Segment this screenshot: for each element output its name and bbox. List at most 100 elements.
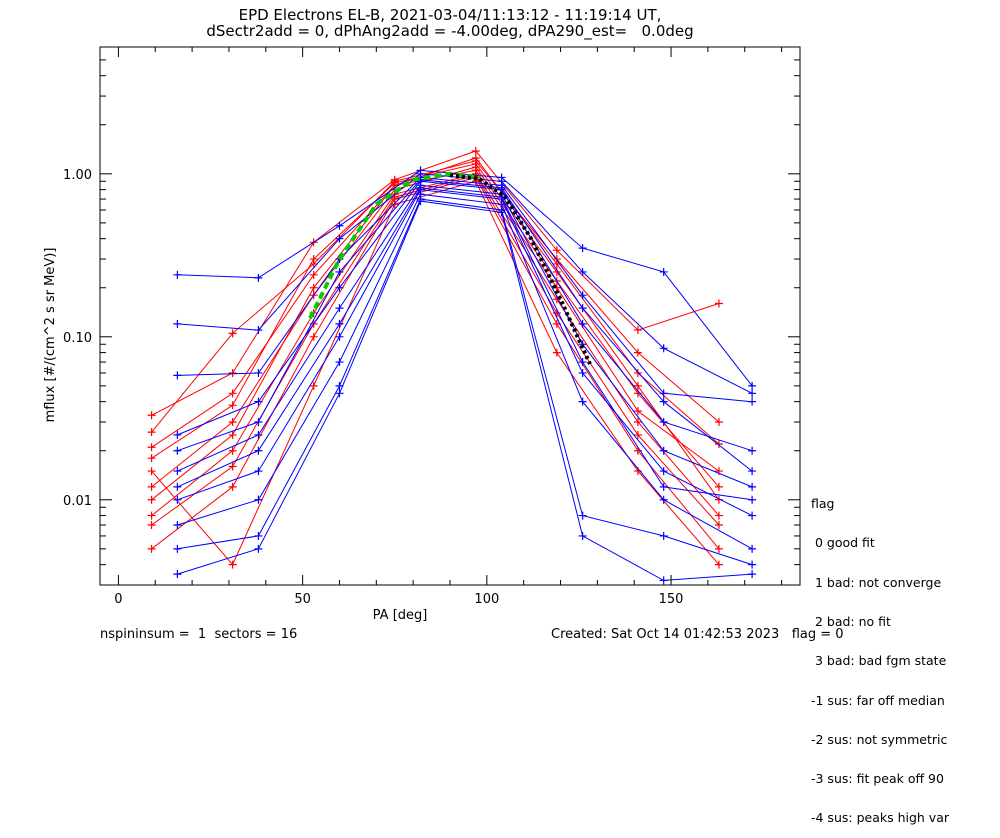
series-line <box>151 169 720 501</box>
series-blue-13 <box>173 177 757 455</box>
data-point-marker <box>173 446 182 455</box>
data-point-marker <box>416 183 425 192</box>
data-point-marker <box>147 428 156 437</box>
data-point-marker <box>714 467 723 476</box>
data-point-marker <box>578 267 587 276</box>
data-point-marker <box>578 531 587 540</box>
series-red-4 <box>147 173 723 553</box>
footer-right: Created: Sat Oct 14 01:42:53 2023 flag =… <box>551 627 844 642</box>
data-point-marker <box>748 446 757 455</box>
data-point-marker <box>578 397 587 406</box>
data-point-marker <box>659 482 668 491</box>
legend-item: -2 sus: not symmetric <box>811 731 948 747</box>
series-line <box>177 179 753 472</box>
series-red-7 <box>147 166 723 504</box>
data-point-marker <box>173 521 182 530</box>
data-point-marker <box>173 270 182 279</box>
data-point-marker <box>309 332 318 341</box>
series-blue-17 <box>173 195 757 569</box>
data-point-marker <box>147 454 156 463</box>
series-line <box>177 180 753 452</box>
data-point-marker <box>552 348 561 357</box>
data-point-marker <box>335 234 344 243</box>
data-point-marker <box>714 521 723 530</box>
series-line <box>151 150 720 416</box>
data-point-marker <box>254 531 263 540</box>
data-point-marker <box>578 319 587 328</box>
data-point-marker <box>173 570 182 579</box>
data-point-marker <box>748 482 757 491</box>
data-point-marker <box>228 446 237 455</box>
series-blue-15 <box>173 185 757 520</box>
data-point-marker <box>633 430 642 439</box>
x-tick-label: 100 <box>474 592 499 607</box>
data-point-marker <box>633 407 642 416</box>
data-point-marker <box>147 521 156 530</box>
series-red-1 <box>147 154 723 452</box>
data-point-marker <box>309 255 318 264</box>
series-line <box>151 166 720 488</box>
chart-title-line1: EPD Electrons EL-B, 2021-03-04/11:13:12 … <box>238 6 662 24</box>
data-point-marker <box>471 159 480 168</box>
x-tick-label: 0 <box>114 592 122 607</box>
series-blue-11 <box>173 169 757 398</box>
series-blue-16 <box>173 190 757 553</box>
data-point-marker <box>254 368 263 377</box>
data-point-marker <box>578 511 587 520</box>
fit-curve-green <box>308 171 480 320</box>
data-point-marker <box>309 283 318 292</box>
data-point-marker <box>335 319 344 328</box>
data-point-marker <box>173 482 182 491</box>
data-point-marker <box>228 418 237 427</box>
data-point-marker <box>335 358 344 367</box>
data-point-marker <box>228 329 237 338</box>
data-point-marker <box>173 430 182 439</box>
data-point-marker <box>335 267 344 276</box>
data-point-marker <box>147 511 156 520</box>
data-point-marker <box>633 381 642 390</box>
data-point-marker <box>254 446 263 455</box>
data-point-marker <box>228 482 237 491</box>
data-point-marker <box>228 560 237 569</box>
series-line <box>177 184 753 488</box>
flux-chart: 0 50 100 150 0.01 0.10 1.00 PA [deg] mflux [#/(c… <box>43 46 801 623</box>
series-line <box>177 173 753 394</box>
series-line <box>151 163 720 501</box>
data-point-marker <box>335 332 344 341</box>
data-point-marker <box>714 544 723 553</box>
data-point-marker <box>335 304 344 313</box>
data-point-marker <box>659 531 668 540</box>
data-point-marker <box>147 495 156 504</box>
y-axis-label: mflux [#/(cm^2 s sr MeV)] <box>43 248 58 423</box>
legend-item: -1 sus: far off median <box>811 692 945 708</box>
data-point-marker <box>578 304 587 313</box>
data-point-marker <box>578 358 587 367</box>
fit-curve-black <box>449 173 592 365</box>
data-point-marker <box>714 482 723 491</box>
series-blue-19 <box>173 183 757 504</box>
data-point-marker <box>228 389 237 398</box>
axis-layer: 0 50 100 150 0.01 0.10 1.00 PA [deg] mflux [#/(c… <box>43 46 801 623</box>
data-point-marker <box>228 401 237 410</box>
legend-item: 1 bad: not converge <box>811 574 942 590</box>
data-point-marker <box>659 344 668 353</box>
data-point-marker <box>748 381 757 390</box>
legend-title: flag <box>811 496 835 512</box>
data-point-marker <box>659 267 668 276</box>
series-line <box>177 176 753 403</box>
data-point-marker <box>659 495 668 504</box>
series-line <box>151 174 720 526</box>
data-point-marker <box>254 326 263 335</box>
data-point-marker <box>254 273 263 282</box>
data-point-marker <box>228 462 237 471</box>
flag-legend: flag 0 good fit 1 bad: not converge 2 ba… <box>811 471 949 838</box>
data-point-marker <box>714 511 723 520</box>
data-point-marker <box>748 467 757 476</box>
data-point-marker <box>714 560 723 569</box>
data-point-marker <box>228 368 237 377</box>
data-point-marker <box>173 495 182 504</box>
data-point-marker <box>578 368 587 377</box>
legend-item: 3 bad: bad fgm state <box>811 653 947 669</box>
data-layer <box>147 147 757 585</box>
data-point-marker <box>748 570 757 579</box>
